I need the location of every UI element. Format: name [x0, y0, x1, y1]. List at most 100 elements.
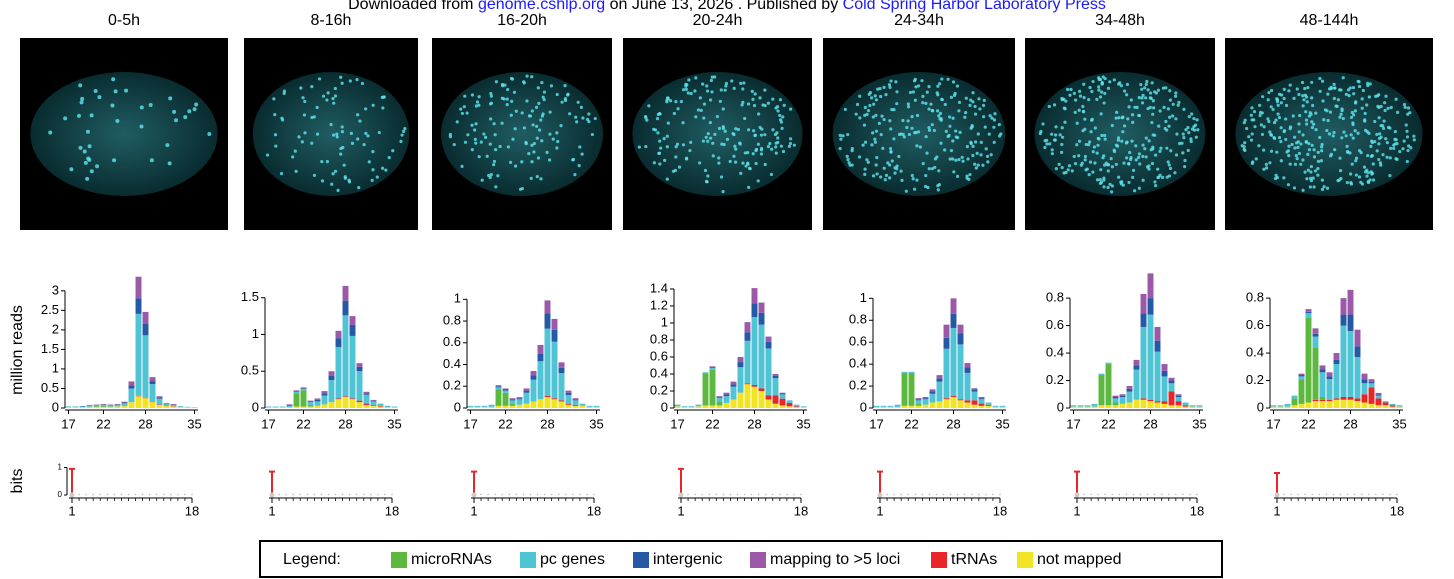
- nucleus: [571, 157, 576, 162]
- bar-segment: [363, 391, 370, 394]
- nucleus: [863, 105, 867, 110]
- nucleus: [872, 102, 876, 106]
- nucleus: [970, 123, 974, 128]
- logo-point: [278, 493, 280, 496]
- nucleus: [89, 169, 94, 174]
- nucleus: [1144, 155, 1148, 159]
- nucleus: [1136, 155, 1141, 160]
- x-tick-label: 17: [670, 416, 684, 431]
- nucleus: [768, 141, 772, 146]
- logo-point: [1325, 493, 1328, 496]
- logo-point: [1396, 493, 1398, 496]
- y-tick-label: 0.4: [849, 356, 867, 371]
- x-tick-label: 28: [338, 416, 352, 431]
- nucleus: [1128, 150, 1132, 155]
- nucleus: [1250, 106, 1254, 110]
- nucleus: [939, 117, 943, 121]
- bar-segment: [363, 403, 370, 406]
- bar-segment: [1347, 397, 1354, 400]
- nucleus: [746, 151, 750, 155]
- logo-point: [334, 493, 337, 496]
- bar-segment: [509, 399, 516, 401]
- nucleus: [1296, 140, 1300, 144]
- nucleus: [1243, 148, 1247, 153]
- bar-segment: [793, 407, 800, 408]
- bar-segment: [565, 390, 572, 393]
- logo-point: [362, 493, 365, 496]
- nucleus: [873, 94, 877, 98]
- bar-segment: [1119, 397, 1126, 404]
- nucleus: [1295, 157, 1299, 161]
- nucleus: [1274, 118, 1278, 122]
- bar-segment: [384, 407, 391, 408]
- header-text: on June 13, 2026 . Published by: [605, 0, 843, 13]
- header-link[interactable]: genome.cshlp.org: [478, 0, 605, 13]
- nucleus: [1193, 123, 1198, 127]
- nucleus: [509, 160, 513, 165]
- nucleus: [910, 114, 914, 119]
- bar-segment: [1298, 373, 1305, 376]
- nucleus: [1306, 168, 1310, 172]
- nucleus: [1403, 105, 1407, 109]
- nucleus: [272, 97, 276, 101]
- nucleus: [954, 129, 958, 133]
- bar-segment: [1133, 369, 1140, 400]
- x-tick-label: 17: [1066, 416, 1080, 431]
- nucleus: [977, 97, 981, 101]
- nucleus: [1393, 137, 1397, 141]
- nucleus: [976, 163, 980, 167]
- nucleus: [1299, 162, 1303, 166]
- logo-point: [536, 493, 539, 496]
- nucleus: [1303, 86, 1307, 91]
- x-tick-label: 35: [1192, 416, 1206, 431]
- logo-point: [956, 493, 959, 496]
- nucleus: [1121, 130, 1125, 134]
- nucleus: [1163, 126, 1167, 131]
- logo-point: [564, 493, 567, 496]
- nucleus: [463, 94, 467, 98]
- bar-segment: [709, 368, 716, 370]
- bar-segment: [1270, 406, 1277, 408]
- y-tick-label: 0.4: [1246, 344, 1264, 359]
- nucleus: [1311, 103, 1315, 108]
- nucleus: [874, 113, 878, 117]
- bar-segment: [128, 381, 135, 386]
- logo-point: [928, 493, 931, 496]
- bar-segment: [286, 405, 293, 406]
- nucleus: [774, 151, 778, 155]
- nucleus: [1333, 148, 1337, 152]
- bar-segment: [474, 405, 481, 407]
- nucleus: [1366, 179, 1370, 184]
- nucleus: [1292, 135, 1297, 139]
- bar-segment: [300, 406, 307, 408]
- nucleus: [87, 157, 92, 162]
- nucleus: [1073, 110, 1077, 114]
- nucleus: [789, 107, 793, 111]
- bar-segment: [1126, 386, 1133, 389]
- nucleus: [757, 112, 761, 116]
- nucleus: [710, 90, 714, 94]
- bar-segment: [758, 388, 765, 391]
- nucleus: [391, 149, 395, 153]
- nucleus: [763, 162, 767, 167]
- bar-segment: [537, 344, 544, 354]
- nucleus: [644, 144, 648, 149]
- bar-segment: [363, 393, 370, 395]
- bar-segment: [1091, 406, 1098, 408]
- header-text: Downloaded from: [348, 0, 478, 13]
- nucleus: [1095, 178, 1100, 182]
- bar-segment: [1140, 399, 1147, 408]
- nucleus: [532, 150, 536, 154]
- nucleus: [1099, 168, 1103, 172]
- nucleus: [532, 141, 536, 146]
- y-tick-label: 0.6: [650, 348, 668, 363]
- nucleus: [1341, 76, 1345, 80]
- header-link[interactable]: Cold Spring Harbor Laboratory Press: [843, 0, 1106, 13]
- bar-segment: [723, 392, 730, 395]
- nucleus: [1054, 133, 1058, 137]
- bar-segment: [985, 404, 992, 406]
- bar-segment: [1340, 397, 1347, 400]
- nucleus: [1310, 125, 1315, 130]
- bar-segment: [1140, 313, 1147, 327]
- bar-segment: [593, 405, 600, 407]
